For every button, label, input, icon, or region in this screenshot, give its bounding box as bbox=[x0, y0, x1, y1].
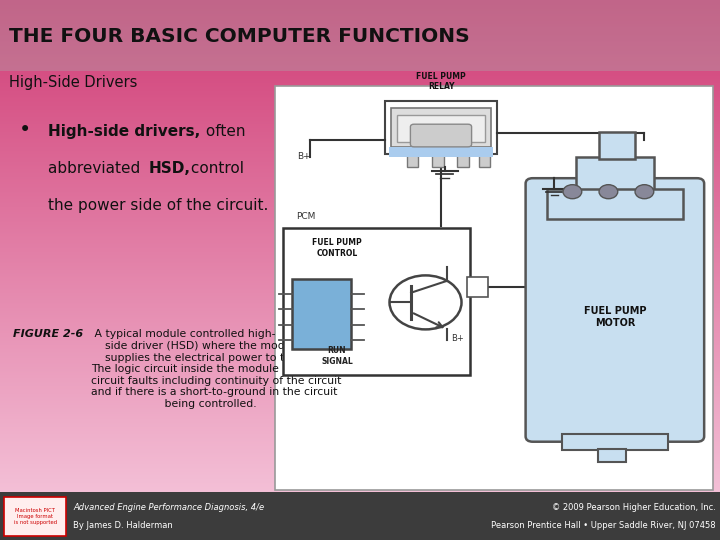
Text: PCM: PCM bbox=[296, 212, 315, 221]
Text: High-Side Drivers: High-Side Drivers bbox=[9, 75, 138, 90]
Text: Advanced Engine Performance Diagnosis, 4/e: Advanced Engine Performance Diagnosis, 4… bbox=[73, 503, 264, 511]
FancyBboxPatch shape bbox=[598, 449, 626, 462]
FancyBboxPatch shape bbox=[397, 115, 485, 142]
FancyBboxPatch shape bbox=[391, 108, 491, 147]
FancyBboxPatch shape bbox=[0, 0, 720, 71]
Text: FUEL PUMP
MOTOR: FUEL PUMP MOTOR bbox=[584, 306, 646, 327]
FancyBboxPatch shape bbox=[432, 153, 444, 167]
Circle shape bbox=[563, 185, 582, 199]
FancyBboxPatch shape bbox=[407, 153, 418, 167]
Text: Macintosh PICT
Image format
is not supported: Macintosh PICT Image format is not suppo… bbox=[14, 509, 57, 525]
Text: control: control bbox=[186, 161, 244, 176]
FancyBboxPatch shape bbox=[275, 86, 713, 490]
FancyBboxPatch shape bbox=[479, 153, 490, 167]
Circle shape bbox=[599, 185, 618, 199]
FancyBboxPatch shape bbox=[389, 147, 493, 157]
FancyBboxPatch shape bbox=[562, 434, 668, 450]
Text: •: • bbox=[19, 120, 31, 140]
Text: FUEL PUMP
CONTROL: FUEL PUMP CONTROL bbox=[312, 238, 362, 258]
Text: THE FOUR BASIC COMPUTER FUNCTIONS: THE FOUR BASIC COMPUTER FUNCTIONS bbox=[9, 27, 470, 46]
Text: B+: B+ bbox=[297, 152, 311, 161]
FancyBboxPatch shape bbox=[0, 492, 720, 540]
FancyBboxPatch shape bbox=[547, 189, 683, 219]
Text: B+: B+ bbox=[451, 334, 464, 343]
Text: abbreviated: abbreviated bbox=[48, 161, 145, 176]
Text: By James D. Halderman: By James D. Halderman bbox=[73, 521, 174, 530]
FancyBboxPatch shape bbox=[283, 228, 470, 375]
Circle shape bbox=[390, 275, 462, 329]
Text: A typical module controlled high-
    side driver (HSD) where the module itself
: A typical module controlled high- side d… bbox=[91, 329, 341, 409]
Text: RUN
SIGNAL: RUN SIGNAL bbox=[321, 346, 353, 366]
Text: High-side drivers,: High-side drivers, bbox=[48, 124, 199, 139]
Text: HSD,: HSD, bbox=[148, 161, 190, 176]
FancyBboxPatch shape bbox=[526, 178, 704, 442]
FancyBboxPatch shape bbox=[385, 101, 497, 154]
FancyBboxPatch shape bbox=[467, 278, 488, 297]
FancyBboxPatch shape bbox=[292, 279, 351, 349]
Text: FUEL PUMP
RELAY: FUEL PUMP RELAY bbox=[416, 72, 466, 91]
Circle shape bbox=[635, 185, 654, 199]
FancyBboxPatch shape bbox=[576, 157, 654, 192]
Text: the power side of the circuit.: the power side of the circuit. bbox=[48, 198, 268, 213]
Text: © 2009 Pearson Higher Education, Inc.: © 2009 Pearson Higher Education, Inc. bbox=[552, 503, 716, 511]
FancyBboxPatch shape bbox=[599, 132, 635, 159]
Text: often: often bbox=[201, 124, 246, 139]
FancyBboxPatch shape bbox=[410, 124, 472, 147]
FancyBboxPatch shape bbox=[457, 153, 469, 167]
Text: FIGURE 2-6: FIGURE 2-6 bbox=[13, 329, 83, 340]
Text: Pearson Prentice Hall • Upper Saddle River, NJ 07458: Pearson Prentice Hall • Upper Saddle Riv… bbox=[491, 521, 716, 530]
FancyBboxPatch shape bbox=[4, 497, 66, 536]
